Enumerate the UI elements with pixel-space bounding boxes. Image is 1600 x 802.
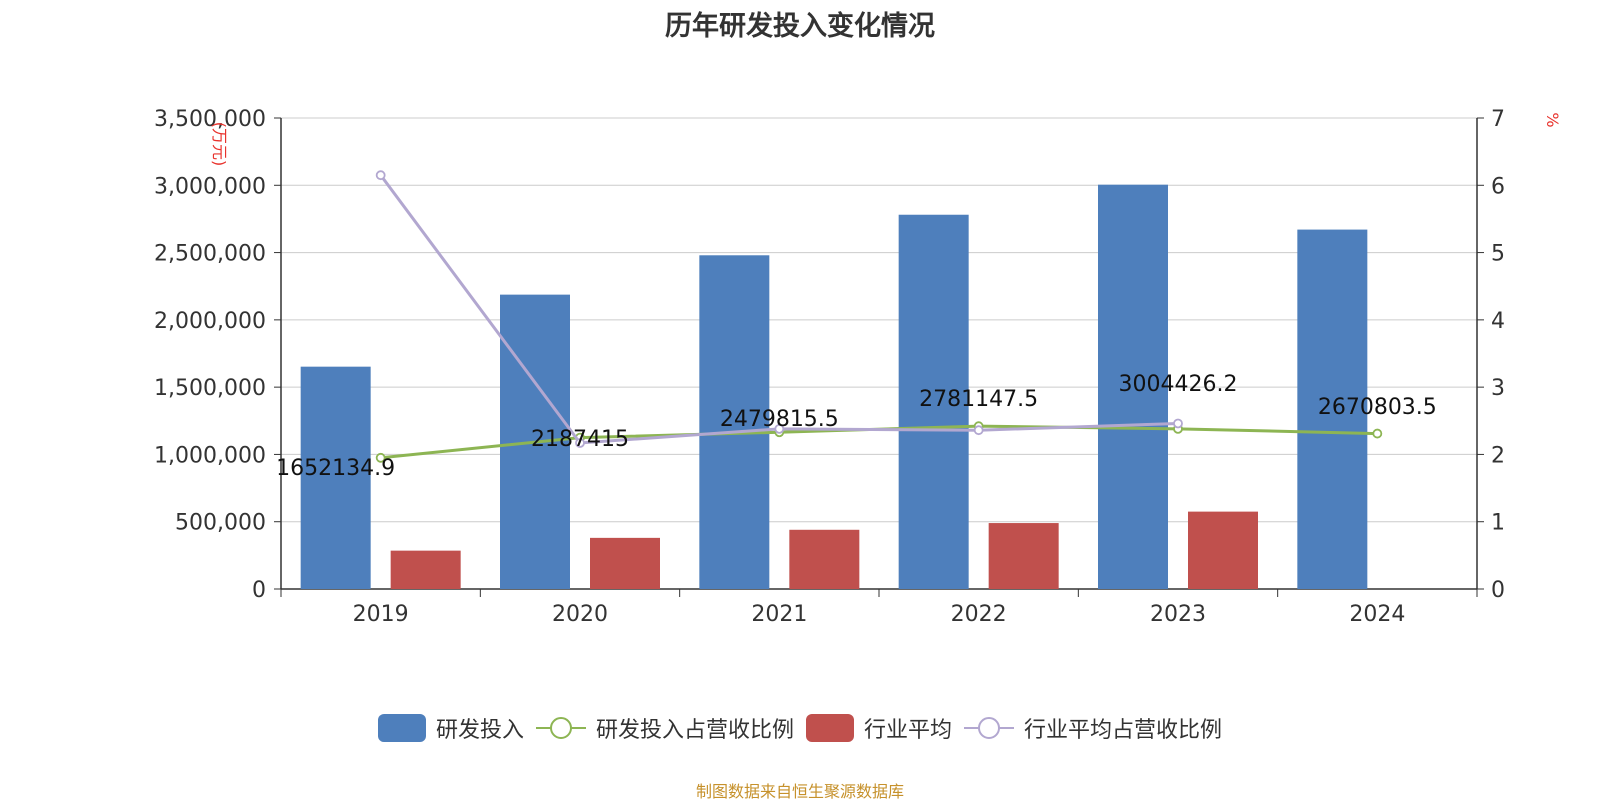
chart-legend: 研发投入 研发投入占营收比例 行业平均 行业平均占营收比例 (0, 712, 1600, 744)
legend-label-rd-ratio: 研发投入占营收比例 (595, 718, 794, 743)
legend-swatch-rd-investment (377, 714, 426, 742)
y-right-tick-label: 0 (1491, 578, 1505, 603)
y-right-tick-label: 2 (1491, 443, 1505, 468)
data-label-rd-investment: 2670803.5 (1318, 395, 1437, 420)
point-rd-ratio (375, 452, 386, 463)
x-tick-label: 2022 (951, 602, 1007, 627)
y-right-unit-label: % (1543, 112, 1562, 127)
x-tick-label: 2024 (1349, 602, 1405, 627)
bar-rd-investment (1297, 229, 1368, 589)
legend-item-rd-ratio[interactable]: 研发投入占营收比例 (535, 712, 794, 744)
legend-item-industry-ratio[interactable]: 行业平均占营收比例 (964, 712, 1222, 744)
source-note: 制图数据来自恒生聚源数据库 (695, 782, 904, 801)
bar-industry-average (789, 529, 860, 589)
y-right-tick-label: 5 (1491, 242, 1505, 267)
y-left-tick-label: 500,000 (175, 511, 266, 536)
chart-title: 历年研发投入变化情况 (665, 11, 935, 42)
y-left-tick-label: 3,000,000 (154, 174, 266, 199)
legend-swatch-industry-ratio (964, 714, 1015, 742)
legend-label-industry-ratio: 行业平均占营收比例 (1024, 718, 1223, 743)
y-right-tick-label: 1 (1491, 511, 1505, 536)
point-industry-ratio (973, 425, 984, 436)
point-rd-ratio (1372, 428, 1383, 439)
legend-swatch-industry-average (806, 714, 854, 742)
bar-industry-average (590, 537, 660, 589)
bar-rd-investment (699, 255, 770, 589)
legend-item-industry-average[interactable]: 行业平均 (806, 712, 952, 744)
data-label-rd-investment: 1652134.9 (276, 456, 395, 481)
y-left-tick-label: 2,000,000 (154, 309, 266, 334)
y-left-tick-label: 0 (252, 578, 266, 603)
x-tick-label: 2023 (1150, 602, 1206, 627)
y-left-tick-label: 3,500,000 (154, 107, 266, 132)
y-left-unit-label: (万元) (210, 122, 229, 167)
y-left-tick-label: 1,000,000 (154, 443, 266, 468)
bar-rd-investment (300, 366, 371, 589)
legend-item-rd-investment[interactable]: 研发投入 (377, 712, 524, 744)
data-label-rd-investment: 2187415 (531, 427, 629, 452)
bar-industry-average (390, 550, 461, 589)
point-industry-ratio (1173, 418, 1183, 429)
bar-rd-investment (1098, 184, 1168, 590)
point-industry-ratio (375, 170, 386, 181)
x-tick-label: 2019 (353, 602, 409, 627)
x-tick-label: 2020 (552, 602, 608, 627)
y-right-tick-label: 3 (1491, 376, 1505, 401)
legend-label-industry-average: 行业平均 (864, 718, 953, 743)
legend-swatch-rd-ratio (535, 714, 586, 742)
data-label-rd-investment: 2479815.5 (720, 407, 839, 432)
bar-rd-investment (898, 214, 969, 590)
x-tick-label: 2021 (751, 602, 807, 627)
y-right-tick-label: 6 (1491, 174, 1505, 199)
point-industry-ratio (575, 438, 585, 448)
data-label-rd-investment: 2781147.5 (919, 387, 1038, 412)
y-right-tick-label: 7 (1491, 107, 1505, 132)
point-industry-ratio (774, 423, 785, 434)
data-label-rd-investment: 3004426.2 (1119, 372, 1238, 397)
y-left-tick-label: 2,500,000 (154, 242, 266, 267)
bar-industry-average (988, 523, 1059, 589)
bar-industry-average (1188, 511, 1258, 589)
legend-label-rd-investment: 研发投入 (435, 718, 524, 743)
y-right-tick-label: 4 (1491, 309, 1505, 334)
y-left-tick-label: 1,500,000 (154, 376, 266, 401)
